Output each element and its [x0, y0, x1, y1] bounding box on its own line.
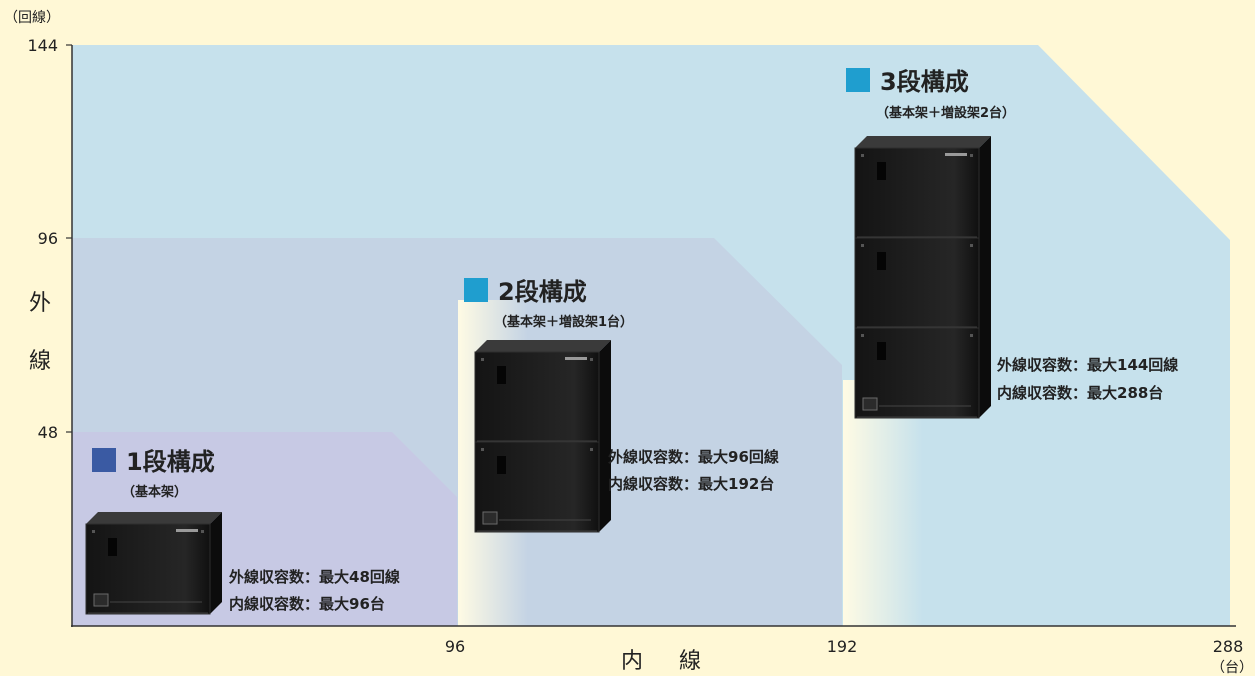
tier-2-title: 2段構成: [498, 278, 587, 306]
cabinet-top: [86, 512, 222, 524]
cabinet-side: [979, 136, 991, 418]
glow-separator-2: [843, 380, 923, 626]
cabinet-screw: [970, 154, 973, 157]
cabinet-screw: [861, 244, 864, 247]
y-axis-unit: （回線）: [4, 10, 60, 26]
y-tick-96: 96: [38, 229, 58, 248]
cabinet-screw: [481, 448, 484, 451]
cabinet-top: [475, 340, 611, 352]
x-tick-192: 192: [827, 637, 858, 656]
tier-1-subtitle: （基本架）: [122, 484, 187, 500]
cabinet-unit: [854, 237, 980, 329]
x-axis-unit: （台）: [1211, 660, 1253, 676]
cabinet-unit: [854, 147, 980, 239]
cabinet-slot: [877, 162, 886, 180]
cabinet-screw: [481, 358, 484, 361]
y-axis-title-char-2: 線: [29, 349, 51, 374]
tier-1-title: 1段構成: [126, 448, 215, 476]
cabinet-slot: [877, 252, 886, 270]
cabinet-screw: [970, 244, 973, 247]
cabinet-handle: [482, 511, 498, 525]
tier-1-inside-lines: 内線収容数：最大96台: [229, 595, 385, 613]
tier-2-cabinet: [474, 340, 611, 533]
cabinet-slot: [497, 366, 506, 384]
cabinet-screw: [861, 334, 864, 337]
tier-3-title: 3段構成: [880, 68, 969, 96]
cabinet-screw: [861, 154, 864, 157]
tier-3-cabinet: [854, 136, 991, 419]
cabinet-screw: [92, 530, 95, 533]
tier-1-outside-lines: 外線収容数：最大48回線: [228, 568, 400, 586]
cabinet-screw: [590, 358, 593, 361]
cabinet-side: [599, 340, 611, 532]
x-axis-title-char-1: 内: [621, 649, 643, 674]
y-tick-48: 48: [38, 423, 58, 442]
tier-3-inside-lines: 内線収容数：最大288台: [997, 384, 1163, 402]
brand-badge: [565, 357, 587, 360]
tier-3-marker: [846, 68, 870, 92]
cabinet-handle: [862, 397, 878, 411]
y-tick-144: 144: [27, 36, 58, 55]
y-axis-title-char-1: 外: [29, 291, 51, 316]
tier-2-outside-lines: 外線収容数：最大96回線: [607, 448, 779, 466]
cabinet-slot: [877, 342, 886, 360]
cabinet-screw: [970, 334, 973, 337]
cabinet-handle: [93, 593, 109, 607]
tier-1-cabinet: [85, 512, 222, 615]
tier-2-marker: [464, 278, 488, 302]
tier-1-marker: [92, 448, 116, 472]
brand-badge: [945, 153, 967, 156]
tier-3-subtitle: （基本架＋増設架2台）: [876, 105, 1015, 121]
cabinet-side: [210, 512, 222, 614]
x-tick-96: 96: [445, 637, 465, 656]
cabinet-screw: [590, 448, 593, 451]
cabinet-slot: [497, 456, 506, 474]
cabinet-slot: [108, 538, 117, 556]
tier-2-subtitle: （基本架＋増設架1台）: [494, 314, 633, 330]
tier-2-inside-lines: 内線収容数：最大192台: [608, 475, 774, 493]
tier-3-outside-lines: 外線収容数：最大144回線: [996, 356, 1178, 374]
cabinet-top: [855, 136, 991, 148]
x-tick-288: 288: [1213, 637, 1244, 656]
cabinet-screw: [201, 530, 204, 533]
cabinet-unit: [474, 351, 600, 443]
brand-badge: [176, 529, 198, 532]
x-axis-title-char-2: 線: [679, 649, 701, 674]
